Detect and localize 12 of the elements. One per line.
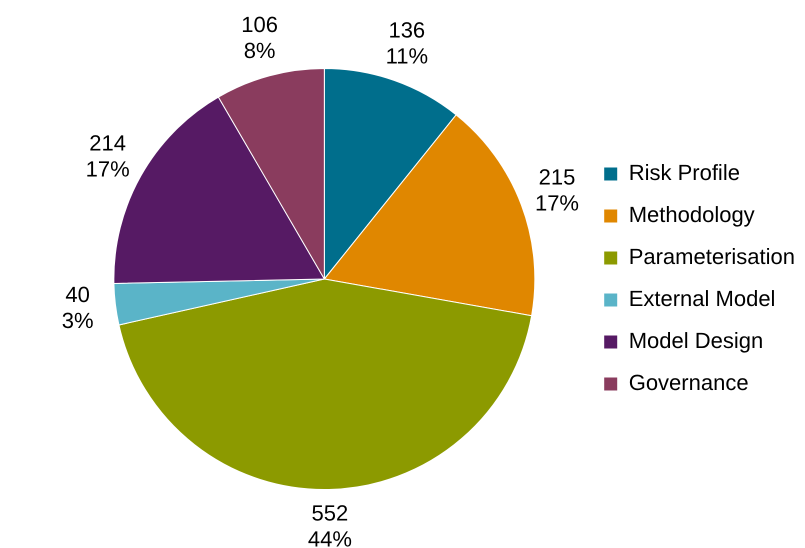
legend-label: Model Design xyxy=(628,328,764,354)
legend-label: Parameterisation xyxy=(628,244,796,270)
data-label: 215 17% xyxy=(534,164,579,216)
data-label: 40 3% xyxy=(62,282,94,333)
legend-label: Risk Profile xyxy=(628,160,740,186)
data-label: 214 17% xyxy=(86,130,130,182)
data-label: 136 11% xyxy=(386,18,428,69)
legend-label: Governance xyxy=(628,370,749,396)
legend-label: External Model xyxy=(628,286,776,312)
data-label: 106 8% xyxy=(241,12,278,64)
legend-label: Methodology xyxy=(628,202,755,228)
data-label: 552 44% xyxy=(308,500,352,548)
